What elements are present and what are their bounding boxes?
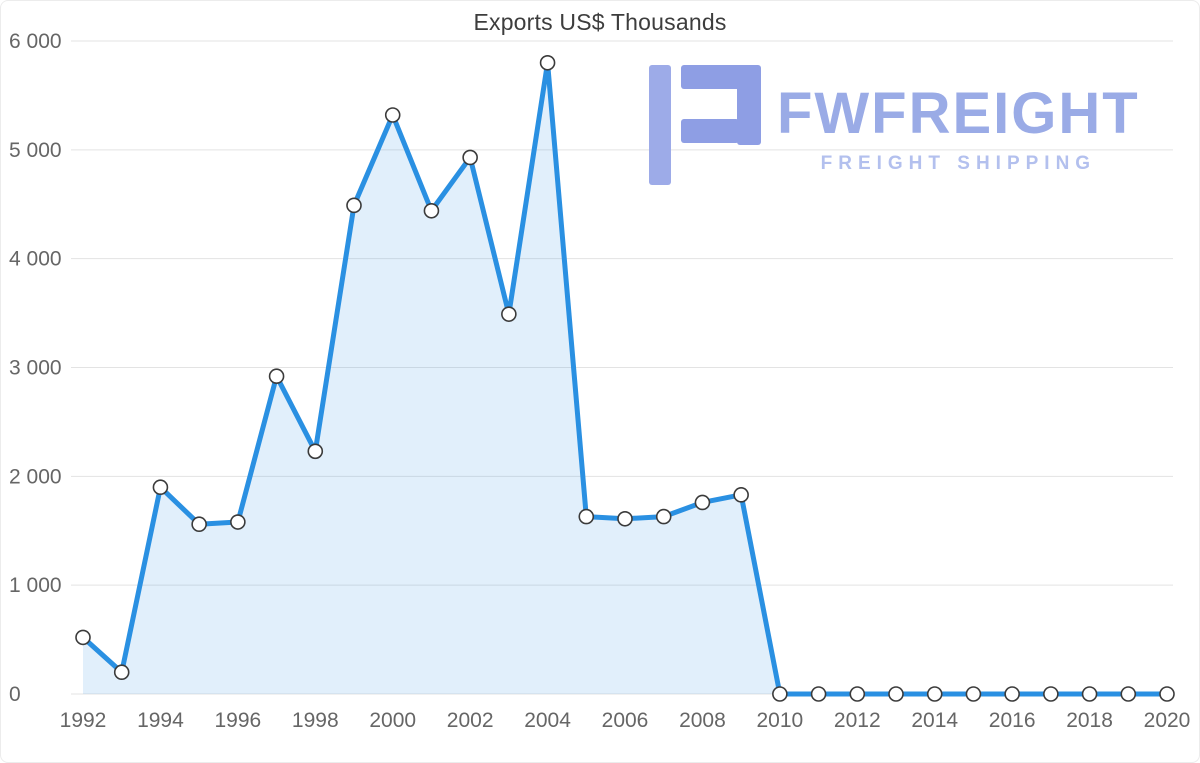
svg-text:2016: 2016 [989, 709, 1036, 732]
svg-text:2010: 2010 [756, 709, 803, 732]
svg-text:2006: 2006 [602, 709, 649, 732]
svg-text:1998: 1998 [292, 709, 339, 732]
svg-text:1992: 1992 [60, 709, 107, 732]
svg-text:2008: 2008 [679, 709, 726, 732]
svg-text:1 000: 1 000 [9, 574, 62, 597]
svg-text:1996: 1996 [214, 709, 261, 732]
svg-text:2 000: 2 000 [9, 465, 62, 488]
svg-text:2004: 2004 [524, 709, 571, 732]
svg-text:6 000: 6 000 [9, 30, 62, 53]
svg-text:2002: 2002 [447, 709, 494, 732]
svg-text:2012: 2012 [834, 709, 881, 732]
svg-text:2020: 2020 [1144, 709, 1191, 732]
svg-text:5 000: 5 000 [9, 139, 62, 162]
svg-text:1994: 1994 [137, 709, 184, 732]
svg-text:2018: 2018 [1066, 709, 1113, 732]
svg-text:2000: 2000 [369, 709, 416, 732]
svg-text:2014: 2014 [911, 709, 958, 732]
chart-title: Exports US$ Thousands [473, 9, 727, 35]
svg-text:3 000: 3 000 [9, 357, 62, 380]
svg-text:4 000: 4 000 [9, 248, 62, 271]
svg-text:0: 0 [9, 683, 21, 706]
